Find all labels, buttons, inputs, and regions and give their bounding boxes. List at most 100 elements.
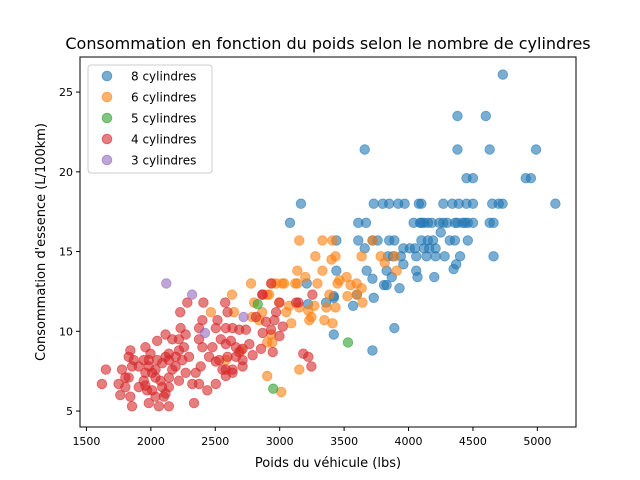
x-tick-label: 3500 — [330, 435, 358, 448]
data-point — [199, 327, 211, 339]
data-point — [342, 337, 354, 348]
series-6-cylindres — [205, 235, 402, 398]
data-point — [284, 217, 296, 229]
data-point — [120, 381, 131, 393]
legend-item: 8 cylindres — [101, 70, 196, 84]
data-point — [452, 110, 463, 122]
data-point — [412, 271, 423, 283]
data-points — [96, 69, 561, 412]
data-point — [220, 338, 232, 350]
data-point — [530, 144, 542, 155]
x-tick-label: 4500 — [459, 435, 487, 448]
data-point — [267, 346, 278, 358]
legend-label: 3 cylindres — [131, 154, 196, 168]
data-point — [379, 257, 390, 268]
data-point — [345, 279, 356, 291]
data-point — [356, 251, 367, 262]
data-point — [421, 251, 432, 262]
data-point — [488, 217, 499, 229]
data-point — [306, 361, 317, 372]
data-point — [195, 361, 206, 372]
data-point — [295, 198, 307, 209]
data-point — [411, 251, 422, 262]
data-point — [389, 322, 400, 334]
data-point — [153, 401, 165, 412]
data-point — [198, 297, 209, 308]
data-point — [193, 334, 205, 345]
data-point — [186, 289, 198, 300]
data-point — [123, 351, 134, 363]
data-point — [250, 311, 262, 323]
data-point — [268, 383, 279, 394]
data-point — [115, 389, 126, 401]
data-point — [167, 364, 178, 375]
data-point — [210, 378, 221, 390]
legend-box — [87, 64, 213, 174]
data-point — [328, 329, 339, 340]
data-point — [207, 342, 218, 353]
x-tick-label: 5000 — [523, 435, 551, 448]
data-point — [331, 265, 342, 276]
y-tick-label: 25 — [59, 86, 73, 99]
legend-item: 3 cylindres — [101, 154, 196, 168]
data-point — [361, 265, 372, 276]
y-tick-label: 10 — [59, 325, 73, 338]
data-point — [480, 110, 492, 122]
legend-marker — [101, 70, 113, 82]
data-point — [125, 391, 136, 402]
x-tick-label: 3000 — [266, 435, 294, 448]
data-point — [261, 370, 273, 382]
legend-marker — [101, 154, 113, 166]
data-point — [367, 345, 378, 356]
data-point — [324, 289, 335, 300]
data-point — [353, 235, 364, 246]
legend-label: 8 cylindres — [131, 70, 196, 84]
legend-marker — [101, 91, 113, 103]
x-tick-label: 2500 — [201, 435, 229, 448]
legend-item: 4 cylindres — [101, 133, 196, 147]
data-point — [100, 364, 112, 375]
data-point — [175, 306, 186, 318]
data-point — [161, 278, 172, 289]
data-point — [143, 397, 154, 409]
x-tick-label: 1500 — [72, 435, 100, 448]
x-tick-label: 4000 — [395, 435, 423, 448]
data-point — [488, 251, 499, 262]
data-point — [202, 385, 213, 396]
legend-item: 5 cylindres — [101, 112, 196, 126]
data-point — [188, 397, 200, 409]
data-point — [219, 297, 231, 308]
y-axis-label: Consommation d'essence (L/100km) — [34, 123, 49, 361]
data-point — [126, 401, 138, 412]
data-point — [368, 198, 379, 209]
data-point — [227, 364, 238, 375]
data-point — [96, 378, 108, 390]
data-point — [256, 289, 268, 300]
x-axis-ticks: 1500 2000 2500 3000 3500 4000 4500 5000 — [72, 427, 551, 448]
data-point — [416, 198, 427, 209]
data-point — [330, 302, 341, 313]
data-point — [292, 278, 303, 289]
y-tick-label: 5 — [66, 405, 73, 418]
data-point — [357, 297, 368, 308]
x-axis-label: Poids du véhicule (lbs) — [255, 456, 401, 471]
data-point — [467, 198, 479, 209]
data-point — [294, 364, 305, 375]
data-point — [399, 198, 410, 209]
data-point — [293, 297, 304, 308]
y-tick-label: 15 — [59, 246, 73, 259]
data-point — [163, 401, 175, 412]
data-point — [252, 298, 263, 310]
data-point — [435, 227, 446, 238]
data-point — [307, 289, 318, 300]
data-point — [332, 278, 343, 289]
data-point — [270, 306, 282, 318]
data-point — [292, 265, 303, 276]
data-point — [368, 292, 379, 304]
data-point — [429, 271, 440, 283]
data-point — [143, 354, 154, 366]
data-point — [327, 235, 338, 246]
data-point — [237, 354, 248, 366]
y-axis-ticks: 5 10 15 20 25 — [59, 86, 80, 418]
